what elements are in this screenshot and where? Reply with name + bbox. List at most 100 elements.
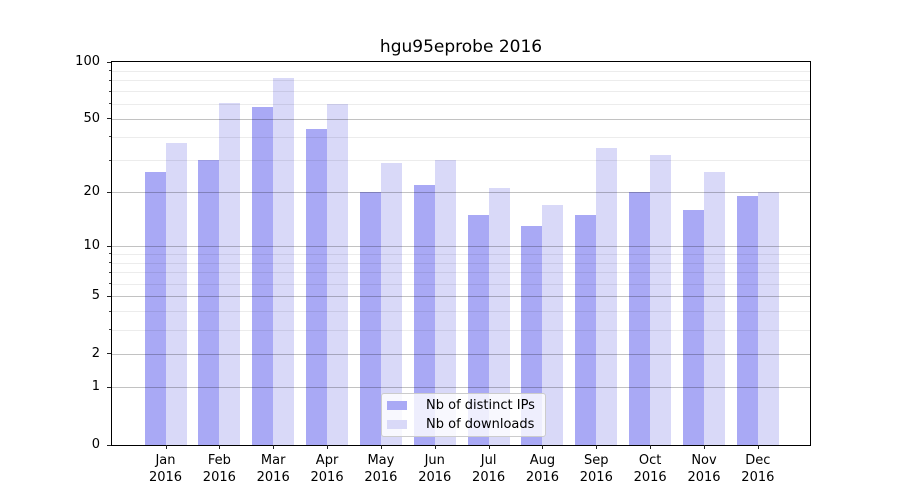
x-tick-label: May 2016	[364, 453, 398, 485]
gridline-minor	[112, 253, 810, 255]
x-tick-label: Jan 2016	[148, 453, 183, 485]
gridline-minor	[112, 80, 810, 82]
gridline-minor	[112, 91, 810, 93]
y-minor-tick	[108, 79, 111, 81]
y-minor-tick	[108, 103, 111, 105]
x-tick	[704, 445, 705, 449]
legend-label: Nb of downloads	[426, 417, 535, 432]
bar-downloads	[380, 162, 402, 445]
x-tick	[273, 445, 275, 449]
x-tick	[596, 445, 598, 449]
gridline-major	[112, 246, 810, 247]
y-tick-label: 10	[83, 238, 100, 253]
y-tick	[107, 386, 111, 388]
legend-swatch	[387, 401, 407, 410]
x-tick	[488, 445, 490, 449]
x-tick	[327, 445, 329, 449]
gridline-major	[112, 296, 810, 298]
x-tick-label: Feb 2016	[202, 453, 236, 485]
gridline-minor	[112, 311, 810, 313]
chart-title: hgu95eprobe 2016	[379, 37, 543, 57]
x-tick-label: Jul 2016	[472, 453, 506, 485]
x-tick-label: Sep 2016	[579, 453, 613, 485]
legend-label: Nb of distinct IPs	[426, 398, 535, 413]
bar-downloads	[488, 188, 510, 445]
x-tick-label: Nov 2016	[687, 453, 721, 485]
bar-distinct-ips	[521, 226, 543, 445]
x-tick	[165, 445, 167, 449]
y-minor-tick	[108, 70, 111, 72]
legend-swatch	[387, 420, 407, 429]
x-tick-label: Oct 2016	[633, 453, 667, 485]
y-minor-tick	[108, 90, 111, 92]
bar-distinct-ips	[413, 184, 435, 445]
y-tick-label: 50	[83, 110, 100, 126]
legend: Nb of distinct IPs Nb of downloads	[381, 393, 546, 437]
legend-item: Nb of downloads	[382, 415, 545, 434]
gridline-minor	[112, 136, 810, 138]
y-tick-label: 100	[75, 54, 100, 69]
y-tick	[107, 353, 111, 355]
bar-distinct-ips	[575, 214, 597, 445]
y-tick-label: 0	[91, 437, 100, 452]
bar-distinct-ips	[467, 214, 489, 445]
y-minor-tick	[108, 329, 111, 331]
gridline-major	[112, 353, 810, 355]
bar-distinct-ips	[144, 171, 166, 445]
bar-downloads	[327, 103, 349, 445]
bar-distinct-ips	[198, 160, 220, 445]
x-tick-label: Jun 2016	[418, 453, 452, 485]
plot-area: Nb of distinct IPs Nb of downloads	[111, 61, 811, 446]
y-minor-tick	[108, 283, 111, 284]
x-tick-label: Mar 2016	[256, 453, 290, 485]
x-tick	[380, 445, 382, 449]
x-tick	[434, 445, 436, 449]
bar-downloads	[165, 143, 187, 445]
gridline-major	[112, 192, 810, 194]
bar-downloads	[757, 192, 779, 445]
x-tick-label: Dec 2016	[741, 453, 775, 485]
gridline-minor	[112, 160, 810, 162]
bar-distinct-ips	[629, 192, 651, 445]
y-tick	[107, 191, 111, 193]
x-tick	[650, 445, 652, 449]
gridline-minor	[112, 262, 810, 264]
x-tick	[219, 445, 221, 449]
bar-distinct-ips	[736, 196, 758, 445]
bar-distinct-ips	[252, 106, 274, 445]
y-tick-label: 2	[91, 345, 100, 361]
gridline-major	[112, 118, 810, 120]
y-tick-label: 1	[91, 379, 100, 395]
y-minor-tick	[108, 136, 111, 138]
bar-downloads	[704, 171, 725, 445]
bar-downloads	[434, 160, 456, 445]
y-minor-tick	[108, 253, 111, 255]
x-tick	[757, 445, 759, 449]
bar-downloads	[273, 78, 295, 445]
y-tick-label: 20	[83, 184, 100, 200]
y-tick	[107, 118, 111, 120]
bar-downloads	[596, 147, 618, 445]
x-tick	[542, 445, 544, 449]
gridline-minor	[112, 272, 810, 274]
gridline-minor	[112, 103, 810, 105]
y-tick	[107, 61, 111, 63]
bar-distinct-ips	[683, 209, 704, 445]
bar-downloads	[650, 154, 672, 445]
gridline-minor	[112, 329, 810, 331]
bar-downloads	[219, 102, 241, 445]
x-tick-label: Apr 2016	[310, 453, 344, 485]
y-minor-tick	[108, 262, 111, 264]
y-tick	[107, 245, 111, 247]
bar-distinct-ips	[306, 129, 328, 445]
y-tick	[107, 444, 111, 446]
y-tick	[107, 295, 111, 297]
bar-distinct-ips	[359, 192, 381, 445]
bar-downloads	[542, 205, 564, 445]
gridline-minor	[112, 70, 810, 72]
x-tick-label: Aug 2016	[525, 453, 559, 485]
gridline-minor	[112, 283, 810, 285]
y-minor-tick	[108, 159, 111, 161]
y-tick-label: 5	[91, 288, 100, 304]
